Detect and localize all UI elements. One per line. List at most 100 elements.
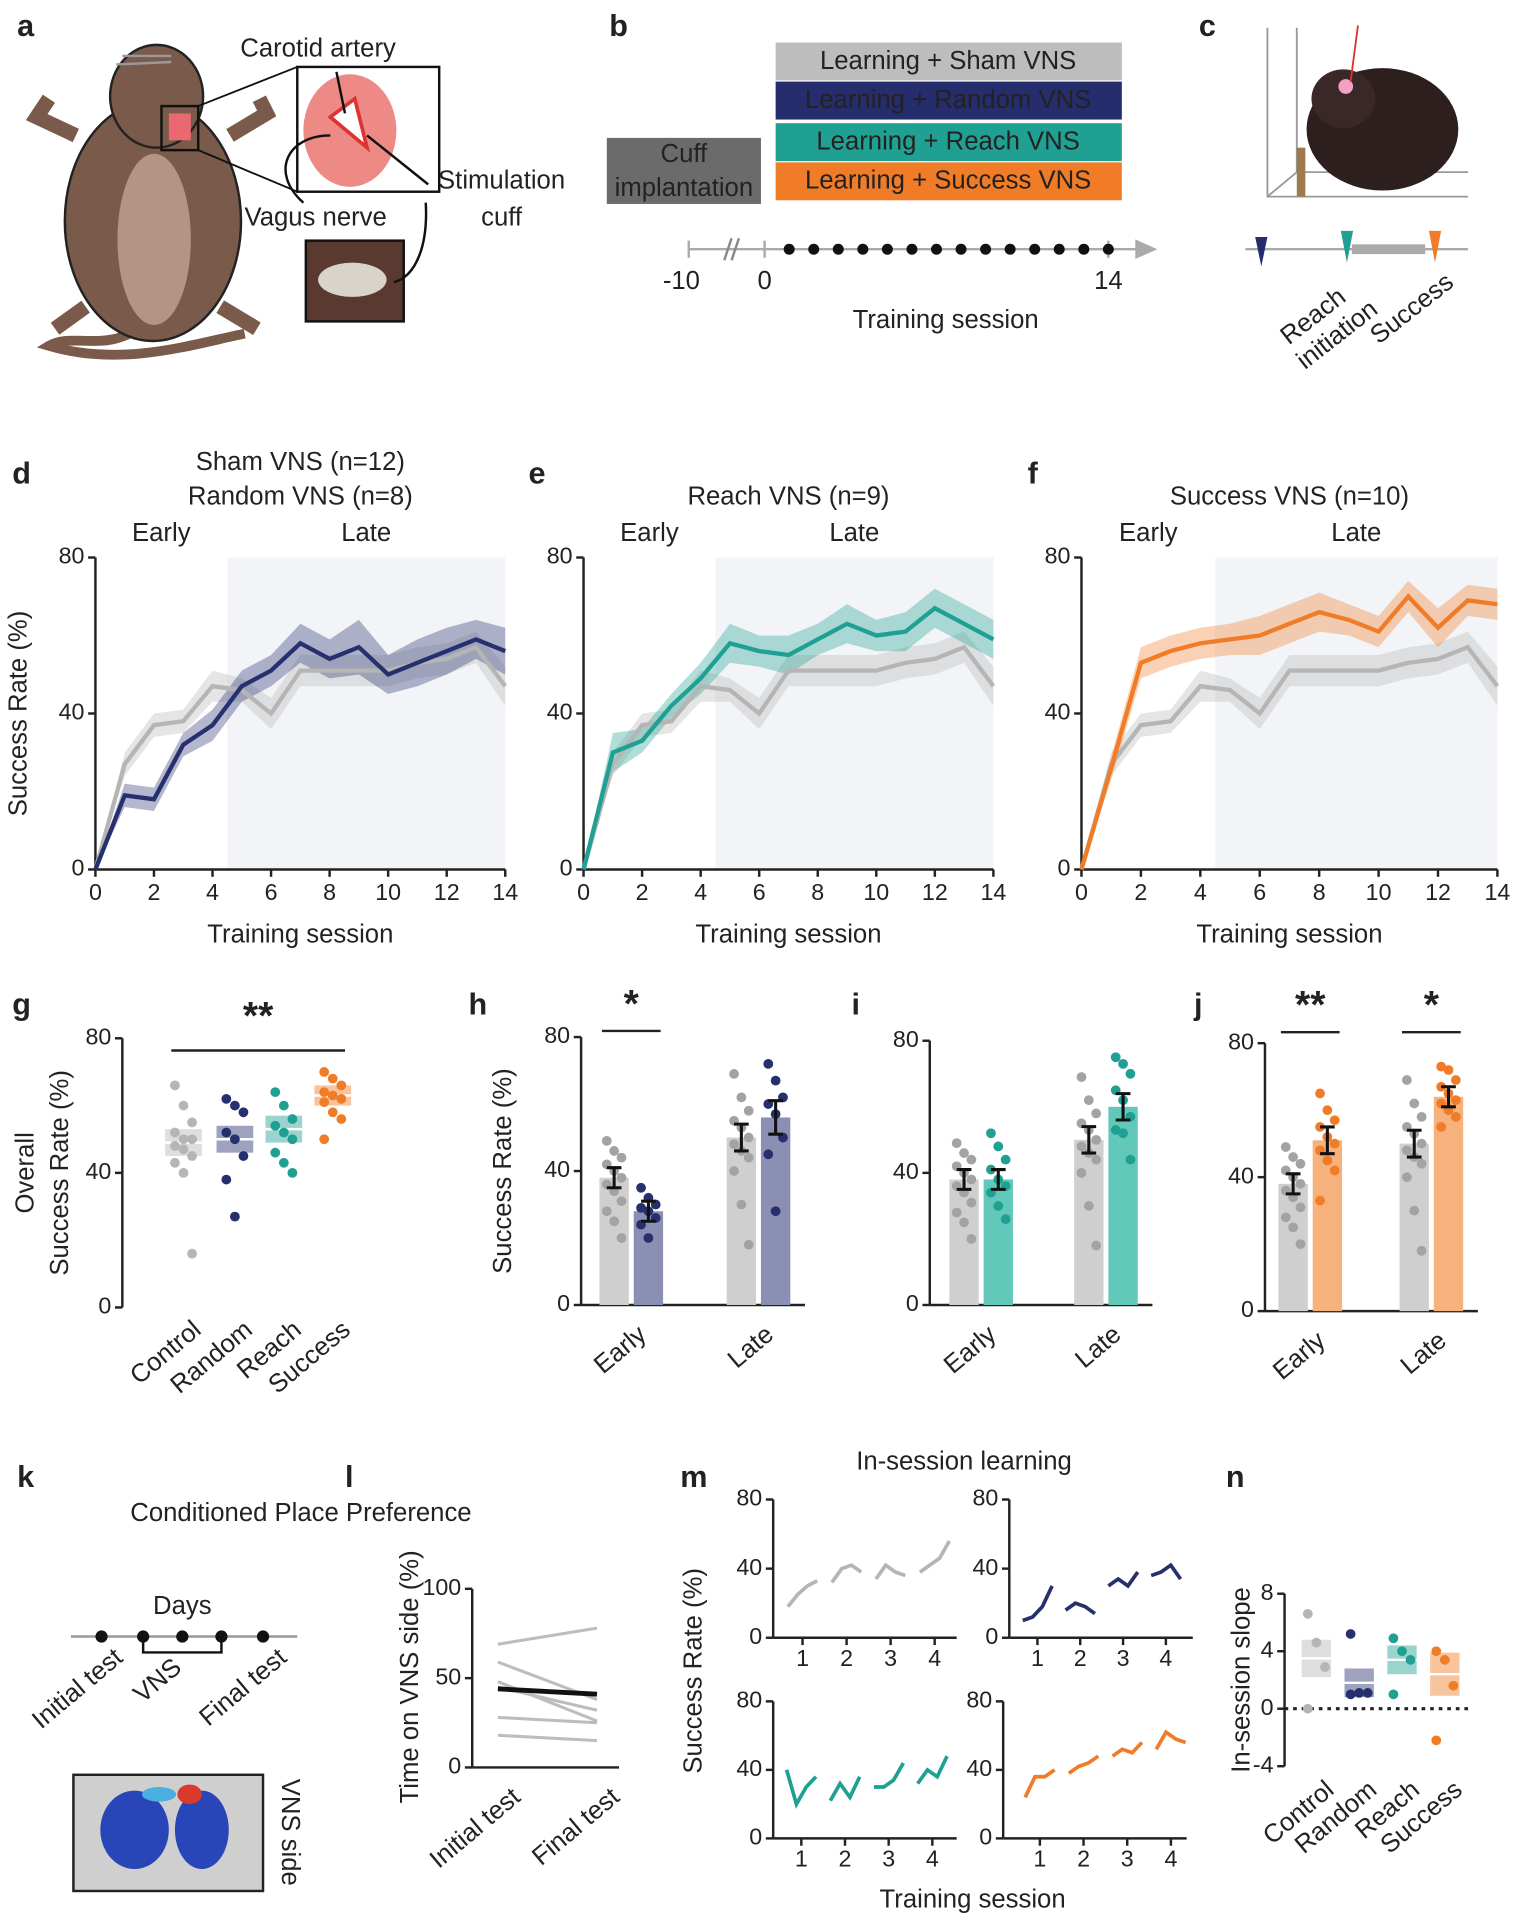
y-tick-label: 40 [736,1755,762,1781]
mean-line [497,1686,598,1697]
heat-peak [177,1784,202,1805]
days-label: Days [153,1592,212,1620]
data-point [327,1107,338,1118]
data-point [327,1073,338,1084]
session-dot [1004,243,1016,255]
session-line [874,1562,906,1581]
session-line [1067,1754,1100,1775]
x-axis-label: Training session [695,920,881,948]
x-tick-label: 0 [577,879,590,905]
error-bar-path [956,1168,972,1191]
data-point [763,1149,774,1160]
region-label: Late [829,519,879,547]
error-bar [1081,1125,1097,1155]
bar [726,1137,757,1305]
error-band [95,619,506,870]
series-title: Sham VNS (n=12) [196,448,405,476]
data-point [187,1248,197,1259]
data-point [966,1154,977,1165]
y-tick-label: 80 [736,1485,762,1511]
error-bar [734,1122,749,1153]
data-point [270,1120,281,1131]
session-line [1023,1768,1056,1799]
data-point [643,1233,654,1243]
session-line [1022,1585,1054,1623]
category-label: Late [1070,1320,1126,1374]
error-bar-path [1441,1085,1456,1109]
data-point [1125,1068,1136,1079]
panel-letter: c [1199,9,1216,43]
data-point [287,1114,298,1124]
x-tick-label: 2 [840,1645,853,1671]
session-line [918,1540,951,1574]
error-bar [1285,1172,1301,1196]
error-bar [1115,1092,1131,1122]
x-tick-label: 10 [375,879,401,905]
y-tick-label: 40 [544,1156,570,1182]
mouse-belly [117,153,191,326]
event-label: Final test [194,1643,292,1731]
y-tick-label: 80 [893,1026,919,1052]
error-bar-path [1320,1125,1335,1156]
y-tick-label: 0 [749,1623,762,1649]
x-tick-label: 6 [753,879,766,905]
panel-letter: d [12,457,31,491]
error-bar-path [641,1199,656,1223]
subject-line [497,1733,598,1743]
x-tick-label: 10 [863,879,889,905]
x-tick-label: 12 [922,879,948,905]
data-point [178,1167,189,1178]
error-bar-path [1115,1092,1131,1122]
pellet-post [1296,147,1306,197]
y-tick-label: 0 [98,1293,111,1319]
annotation: Vagus nerve [244,203,386,231]
x-tick-label: 2 [636,879,649,905]
y-tick-label: 40 [1228,1162,1254,1188]
category-label: Final test [527,1783,625,1871]
panel-letter: m [680,1460,707,1494]
x-tick-label: 12 [1425,879,1451,905]
x-tick-label: 8 [1313,879,1326,905]
data-point [616,1172,627,1183]
chart-title: In-session learning [856,1448,1072,1476]
data-point [1354,1688,1365,1698]
data-point [763,1058,774,1069]
group-label: Learning + Random VNS [805,86,1091,114]
whiskers [116,54,172,66]
data-point [1402,1145,1412,1156]
axis-break [723,237,733,261]
data-point [1091,1108,1102,1119]
data-point [270,1147,281,1158]
data-point [959,1217,969,1228]
data-point [170,1157,180,1168]
data-point [336,1093,347,1104]
data-point [1110,1052,1121,1063]
session-dot [1029,243,1041,255]
day-dot [95,1630,108,1643]
y-axis-label: Success Rate (%) [680,1568,708,1774]
y-tick-label: 0 [1241,1296,1254,1322]
data-point [729,1069,739,1079]
cpp-title: Conditioned Place Preference [130,1499,471,1527]
session-line [1154,1729,1187,1751]
x-tick-label: 2 [839,1846,852,1872]
region-label: Late [1331,519,1381,547]
data-point [1083,1095,1094,1106]
bar [1433,1096,1464,1312]
group-box [775,123,1122,162]
x-tick-label: 14 [1094,267,1123,295]
session-dot [808,243,820,255]
session-line [786,1579,819,1608]
data-point [319,1087,330,1098]
data-point [1000,1154,1011,1165]
data-point [1302,1608,1313,1619]
series-line [581,644,996,871]
data-point [178,1144,189,1155]
panel-letter: f [1028,457,1039,491]
category-label: Late [1396,1326,1452,1380]
x-tick-label: 2 [1074,1645,1087,1671]
data-point [1302,1703,1313,1714]
data-point [1125,1154,1136,1165]
headcap [1338,79,1354,94]
session-dot [980,243,992,255]
